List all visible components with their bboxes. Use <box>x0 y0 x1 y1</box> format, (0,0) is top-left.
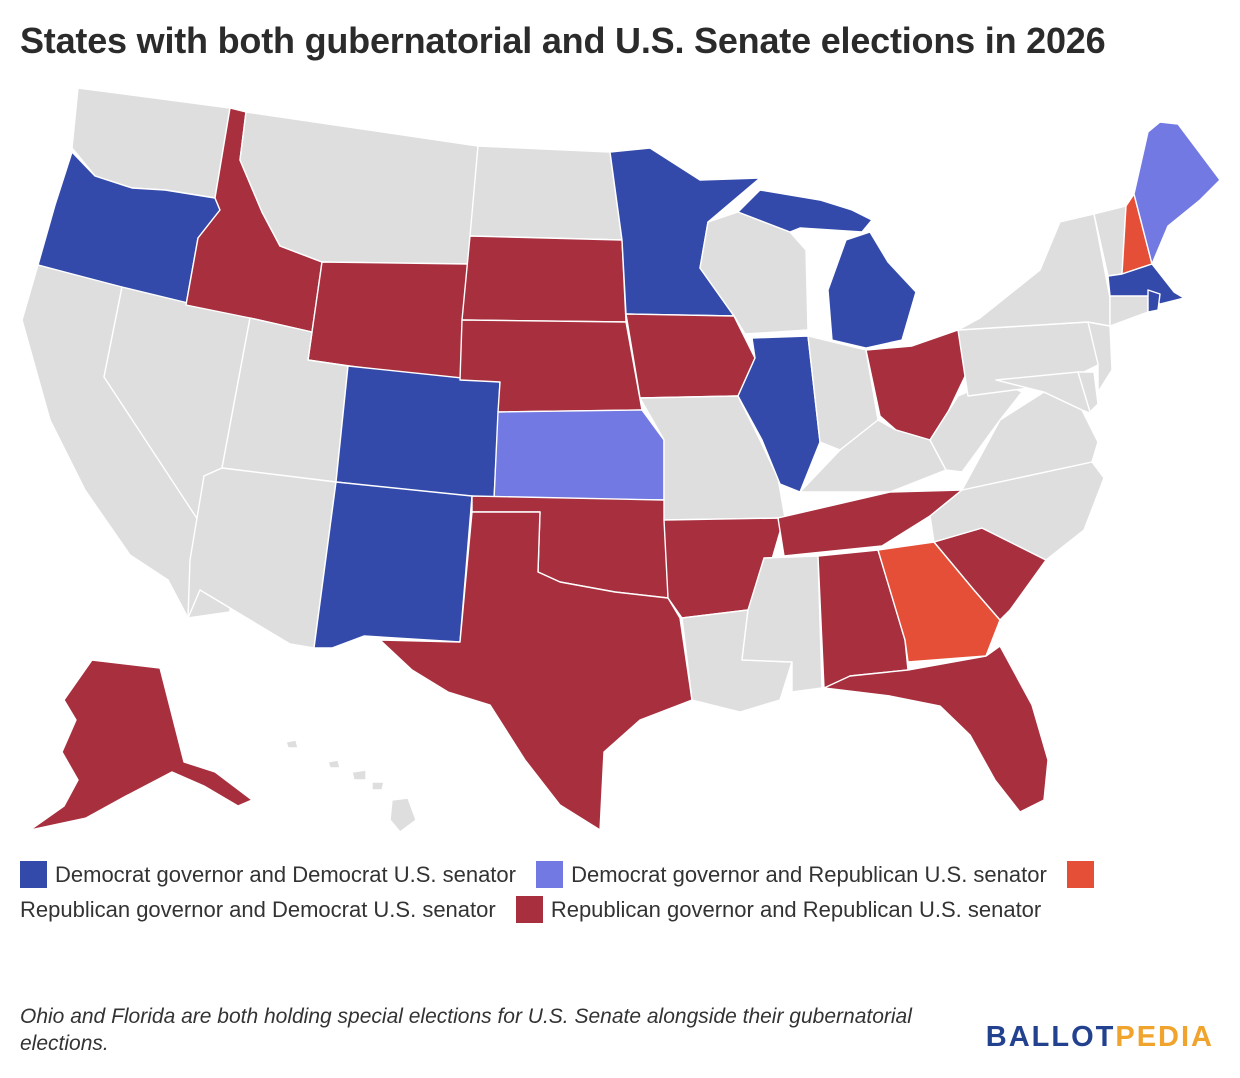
state-ia <box>625 313 756 399</box>
state-ks <box>493 409 665 501</box>
legend-swatch <box>1066 861 1094 888</box>
state-ky <box>799 419 947 493</box>
state-sd <box>461 235 627 323</box>
state-ma <box>1107 263 1185 305</box>
legend-label: Republican governor and Democrat U.S. se… <box>20 897 496 922</box>
state-nm <box>313 481 473 649</box>
state-ny <box>957 213 1111 331</box>
legend-label: Democrat governor and Republican U.S. se… <box>571 862 1047 887</box>
state-me <box>1133 121 1221 265</box>
state-wv <box>929 379 1023 473</box>
legend-item-dem-dem: Democrat governor and Democrat U.S. sena… <box>20 861 516 888</box>
legend-item-rep-dem: Republican governor and Democrat U.S. se… <box>20 861 1102 922</box>
state-tx <box>379 511 693 831</box>
legend: Democrat governor and Democrat U.S. sena… <box>20 857 1180 927</box>
state-co <box>335 365 501 501</box>
state-de <box>1077 371 1099 413</box>
legend-swatch <box>536 861 564 888</box>
logo-part-pedia: PEDIA <box>1115 1021 1214 1053</box>
state-ak <box>29 659 253 831</box>
state-hi <box>285 739 417 833</box>
state-fl <box>823 645 1049 813</box>
map-title: States with both gubernatorial and U.S. … <box>20 20 1106 61</box>
state-az <box>187 467 337 649</box>
legend-item-dem-rep: Democrat governor and Republican U.S. se… <box>536 861 1047 888</box>
logo-part-ballot: BALLOT <box>985 1021 1116 1053</box>
ballotpedia-logo: BALLOTPEDIA <box>986 1021 1214 1054</box>
state-mi <box>737 189 917 349</box>
footnote: Ohio and Florida are both holding specia… <box>20 1005 912 1055</box>
state-md <box>995 371 1093 415</box>
legend-label: Democrat governor and Democrat U.S. sena… <box>55 862 516 887</box>
legend-label: Republican governor and Republican U.S. … <box>550 897 1042 922</box>
legend-item-rep-rep: Republican governor and Republican U.S. … <box>515 896 1042 923</box>
state-nd <box>469 145 623 241</box>
state-ri <box>1147 289 1161 313</box>
us-states-map <box>21 87 1221 833</box>
legend-swatch <box>515 896 543 923</box>
legend-swatch <box>20 861 47 888</box>
